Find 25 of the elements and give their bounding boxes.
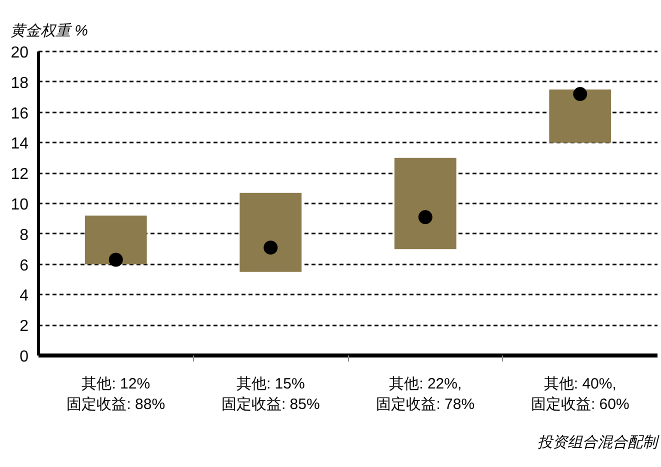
y-tick-label: 2 (20, 318, 29, 336)
x-tick-label: 其他: 15% 固定收益: 85% (221, 376, 320, 413)
y-tick-label: 4 (20, 288, 29, 305)
y-tick-label: 14 (10, 136, 29, 153)
point (573, 87, 588, 102)
x-tick-label: 其他: 12% 固定收益: 88% (66, 376, 166, 413)
y-tick-label: 20 (10, 44, 29, 62)
y-tick-label: 8 (20, 226, 29, 244)
point (264, 240, 278, 255)
y-tick-label: 6 (20, 257, 29, 274)
bar (240, 192, 302, 272)
x-tick-label: 其他: 22%, 固定收益: 78% (376, 376, 475, 413)
bar (394, 158, 456, 250)
y-tick-label: 18 (10, 74, 29, 92)
x-tick-label: 其他: 40%, 固定收益: 60% (530, 376, 630, 413)
x-axis-title: 投资组合混合配制 (538, 434, 660, 451)
y-axis-title: 黄金权重 % (10, 22, 88, 40)
bar (84, 216, 147, 264)
y-tick-label: 10 (10, 196, 29, 214)
y-tick-label: 12 (10, 166, 29, 184)
y-tick-label: 16 (10, 105, 29, 122)
point (108, 252, 123, 267)
y-tick-label: 0 (20, 348, 29, 366)
point (418, 210, 432, 224)
bar (549, 90, 612, 143)
